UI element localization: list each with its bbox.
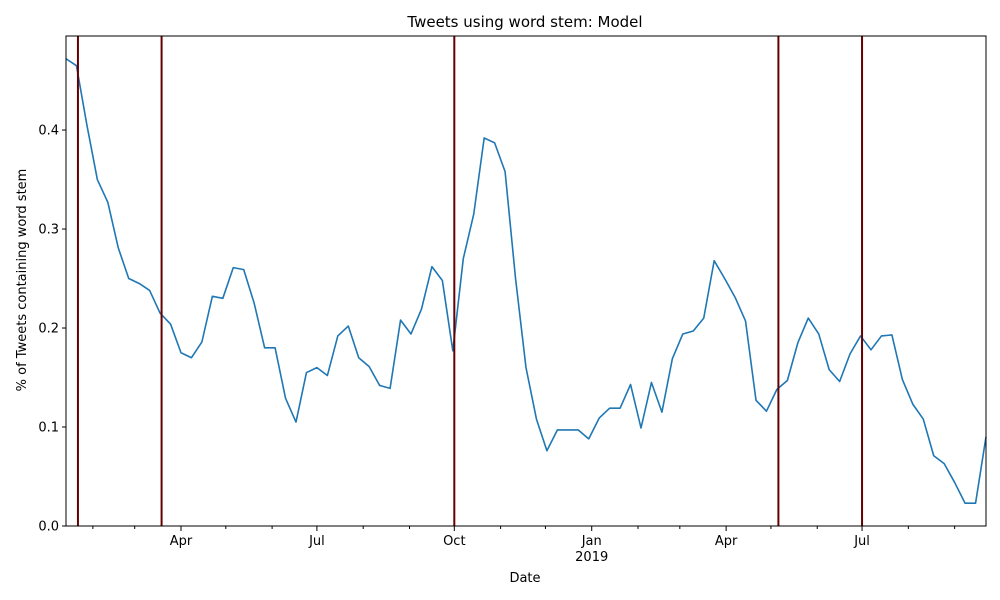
y-axis-label: % of Tweets containing word stem	[15, 169, 30, 392]
chart-title: Tweets using word stem: Model	[406, 13, 642, 31]
y-tick-label: 0.0	[38, 520, 59, 535]
x-axis-label: Date	[509, 571, 540, 586]
x-tick-year-label: 2019	[575, 550, 608, 565]
y-tick-label: 0.2	[38, 322, 59, 337]
x-tick-label: Apr	[715, 534, 738, 549]
y-tick-label: 0.1	[38, 421, 59, 436]
x-tick-label: Jul	[853, 534, 870, 549]
x-tick-label: Apr	[170, 534, 193, 549]
y-tick-label: 0.3	[38, 223, 59, 238]
y-tick-label: 0.4	[38, 124, 59, 139]
x-tick-label: Oct	[443, 534, 465, 549]
x-tick-label: Jan	[581, 534, 602, 549]
x-tick-label: Jul	[308, 534, 325, 549]
plot-frame	[65, 35, 987, 527]
series-line	[65, 58, 987, 505]
